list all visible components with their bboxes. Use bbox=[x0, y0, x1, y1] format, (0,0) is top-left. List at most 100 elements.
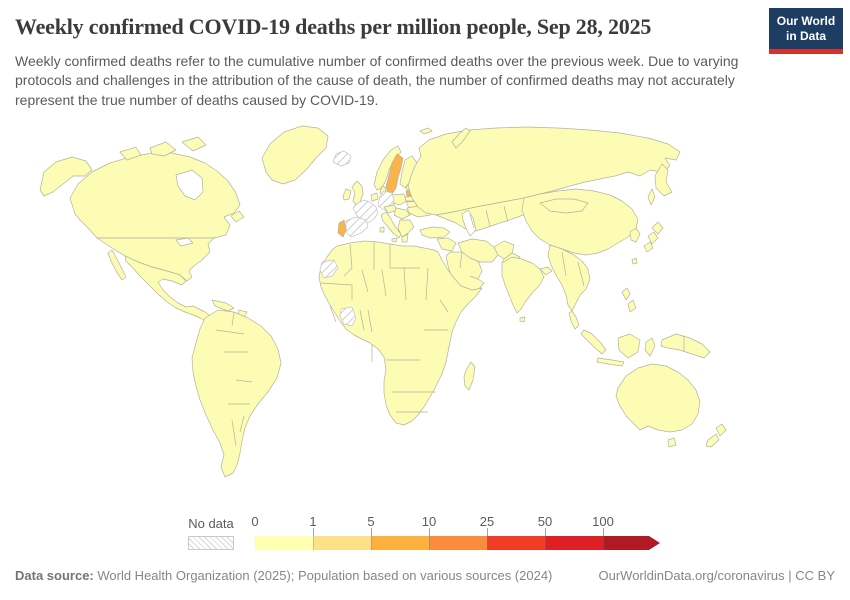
legend-tick-10: 10 bbox=[421, 514, 437, 529]
country-indonesia-sulawesi[interactable] bbox=[644, 337, 656, 357]
legend-tick-mark bbox=[487, 528, 488, 536]
country-newfoundland[interactable] bbox=[230, 210, 245, 223]
legend-tick-mark bbox=[313, 528, 314, 536]
country-romania-hungary[interactable] bbox=[393, 207, 411, 220]
country-new-guinea[interactable] bbox=[660, 333, 711, 359]
country-indonesia-borneo[interactable] bbox=[617, 333, 641, 359]
country-netherlands-belgium[interactable] bbox=[370, 192, 379, 202]
country-poland[interactable] bbox=[391, 193, 407, 206]
country-france[interactable] bbox=[352, 199, 379, 224]
data-source-text: World Health Organization (2025); Popula… bbox=[93, 568, 553, 583]
country-new-zealand[interactable] bbox=[705, 433, 720, 448]
country-arctic-island[interactable] bbox=[149, 141, 177, 157]
country-sardinia[interactable] bbox=[379, 226, 385, 233]
country-greece[interactable] bbox=[401, 233, 409, 243]
country-philippines[interactable] bbox=[627, 299, 637, 313]
legend-color-bar bbox=[255, 536, 660, 550]
legend-bin-50-100[interactable] bbox=[545, 536, 603, 550]
legend-tick-5: 5 bbox=[367, 514, 375, 529]
country-korea[interactable] bbox=[629, 227, 641, 243]
legend-tick-mark bbox=[371, 528, 372, 536]
credit: OurWorldinData.org/coronavirus | CC BY bbox=[598, 568, 835, 583]
country-kamchatka[interactable] bbox=[654, 163, 673, 197]
country-new-zealand[interactable] bbox=[715, 423, 727, 437]
legend-bin-10-25[interactable] bbox=[429, 536, 487, 550]
country-indonesia-java[interactable] bbox=[596, 357, 625, 367]
country-border-mongolia bbox=[539, 198, 589, 214]
country-india[interactable] bbox=[501, 256, 545, 314]
country-madagascar[interactable] bbox=[463, 361, 476, 391]
chart-title: Weekly confirmed COVID-19 deaths per mil… bbox=[15, 14, 652, 39]
legend-tick-mark bbox=[429, 528, 430, 536]
country-cuba[interactable] bbox=[211, 299, 235, 312]
legend-bin-5-10[interactable] bbox=[371, 536, 429, 550]
country-baja-mexico[interactable] bbox=[107, 249, 127, 281]
country-arctic-island[interactable] bbox=[181, 136, 207, 152]
country-syria-iraq[interactable] bbox=[436, 237, 457, 252]
country-japan[interactable] bbox=[647, 231, 659, 245]
map-legend: No data 0 1 5 10 25 50 100 bbox=[188, 514, 678, 554]
legend-bin-0-1[interactable] bbox=[255, 536, 313, 550]
country-australia[interactable] bbox=[615, 363, 701, 433]
legend-bin-1-5[interactable] bbox=[313, 536, 371, 550]
owid-link[interactable]: OurWorldinData.org/coronavirus bbox=[598, 568, 785, 583]
country-sicily[interactable] bbox=[391, 237, 398, 243]
country-western-sahara[interactable] bbox=[319, 259, 339, 279]
legend-bin-100-plus[interactable] bbox=[603, 536, 660, 550]
country-canada[interactable] bbox=[69, 152, 241, 239]
country-sri-lanka[interactable] bbox=[519, 316, 526, 323]
country-borders-southeast-asia bbox=[561, 251, 585, 287]
country-svalbard[interactable] bbox=[419, 127, 433, 135]
data-source: Data source: World Health Organization (… bbox=[15, 568, 552, 583]
country-ireland[interactable] bbox=[342, 188, 352, 201]
country-balkans[interactable] bbox=[397, 219, 415, 238]
country-alaska-usa[interactable] bbox=[39, 156, 93, 197]
country-spain[interactable] bbox=[345, 216, 369, 238]
caspian-sea bbox=[461, 209, 477, 237]
license-cc-by[interactable]: CC BY bbox=[795, 568, 835, 583]
country-south-america[interactable] bbox=[191, 309, 282, 478]
country-arctic-island[interactable] bbox=[119, 146, 142, 161]
no-data-swatch[interactable] bbox=[188, 536, 234, 550]
country-tasmania[interactable] bbox=[667, 437, 677, 448]
owid-logo-line2: in Data bbox=[785, 28, 826, 43]
country-cote-divoire[interactable] bbox=[339, 306, 357, 327]
owid-logo-redbar bbox=[769, 49, 843, 54]
country-japan[interactable] bbox=[643, 241, 654, 253]
legend-tick-50: 50 bbox=[537, 514, 553, 529]
owid-logo[interactable]: Our World in Data bbox=[769, 8, 843, 54]
country-china[interactable] bbox=[521, 188, 639, 256]
country-iceland[interactable] bbox=[332, 150, 352, 167]
data-source-label: Data source: bbox=[15, 568, 94, 583]
country-philippines[interactable] bbox=[621, 287, 631, 301]
country-indonesia-sumatra[interactable] bbox=[580, 329, 607, 355]
country-mexico-central-america[interactable] bbox=[124, 255, 214, 323]
great-lakes bbox=[175, 237, 194, 247]
country-borders-africa bbox=[320, 242, 449, 413]
no-data-label: No data bbox=[188, 516, 234, 531]
country-borders-south-america bbox=[215, 311, 253, 447]
country-bangladesh-northeast-india[interactable] bbox=[539, 266, 553, 276]
country-borders-arabia bbox=[459, 251, 479, 280]
country-borders-central-asia bbox=[469, 205, 509, 229]
country-portugal[interactable] bbox=[337, 219, 347, 238]
legend-tick-1: 1 bbox=[309, 514, 317, 529]
country-greenland[interactable] bbox=[261, 125, 329, 185]
country-japan[interactable] bbox=[651, 221, 664, 235]
country-novaya-zemlya[interactable] bbox=[451, 127, 471, 149]
legend-tick-100: 100 bbox=[592, 514, 614, 529]
chart-subtitle: Weekly confirmed deaths refer to the cum… bbox=[15, 53, 739, 108]
legend-bin-25-50[interactable] bbox=[487, 536, 545, 550]
country-iran[interactable] bbox=[457, 238, 499, 263]
country-southeast-asia[interactable] bbox=[547, 244, 591, 312]
country-turkey[interactable] bbox=[419, 226, 451, 239]
legend-tick-mark bbox=[603, 528, 604, 536]
country-united-states[interactable] bbox=[96, 237, 215, 282]
country-taiwan[interactable] bbox=[631, 257, 638, 265]
country-sakhalin[interactable] bbox=[647, 188, 656, 206]
country-africa-mainland[interactable] bbox=[318, 240, 483, 426]
hudson-bay bbox=[175, 169, 204, 201]
country-malay-peninsula[interactable] bbox=[568, 310, 580, 330]
